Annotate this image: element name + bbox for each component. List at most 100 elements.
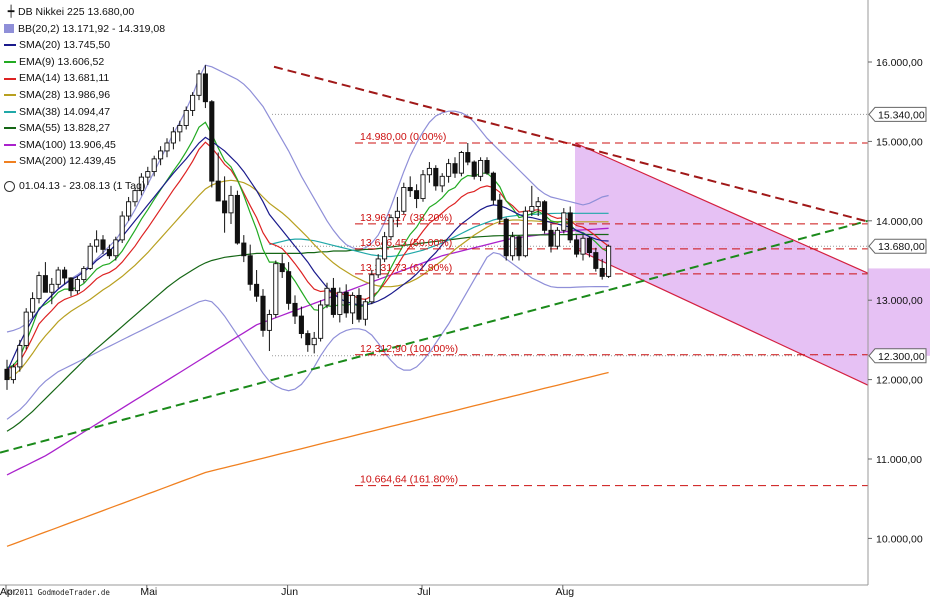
candle-body-down [298, 315, 304, 334]
sma38-line [269, 212, 609, 258]
line-swatch [4, 127, 16, 130]
candle-body-down [241, 242, 247, 257]
candle [542, 200, 548, 234]
fibonacci-level-label: 14.980,00 (0.00%) [360, 131, 446, 143]
candle-body-up [362, 301, 368, 320]
y-tick-label: 14.000,00 [876, 216, 923, 228]
candle [222, 176, 228, 233]
legend-entry: EMA(9) 13.606,52 [4, 54, 165, 71]
candle-layer [4, 65, 612, 390]
price-badge-box [868, 348, 927, 364]
candle [529, 185, 535, 217]
candle [190, 92, 196, 116]
candle-body-up [522, 210, 528, 257]
price-badge-box [868, 238, 927, 254]
candle-body-down [484, 160, 490, 174]
candle [292, 295, 298, 325]
candle [420, 169, 426, 202]
candle [158, 146, 164, 166]
candle-body-up [30, 298, 36, 313]
candle-body-down [567, 212, 573, 241]
legend-label: BB(20,2) 13.171,92 - 14.319,08 [18, 22, 166, 35]
legend-label: SMA(20) 13.745,50 [19, 39, 111, 52]
candle-body-up [266, 314, 272, 331]
ema9-line [6, 121, 609, 369]
candle-body-down [490, 172, 496, 201]
candle [81, 266, 87, 283]
candle-body-up [74, 279, 80, 292]
candle-body-down [433, 167, 439, 187]
chart-legend: ┿ DB Nikkei 225 13.680,00 BB(20,2) 13.171,… [4, 4, 165, 170]
candle [42, 262, 48, 293]
candle [548, 223, 554, 253]
candle-body-down [234, 194, 240, 244]
candle [170, 127, 176, 150]
candle [68, 277, 74, 297]
fibonacci-level-label: 13.646,45 (50.00%) [360, 237, 452, 249]
candle [574, 235, 580, 258]
line-swatch [4, 77, 16, 80]
candle [132, 187, 138, 207]
candlestick-icon: ┿ [7, 6, 15, 18]
candle-body-down [548, 229, 554, 247]
x-tick-label: Jun [281, 586, 298, 598]
candle-body-up [183, 109, 189, 126]
y-tick-label: 12.000,00 [876, 375, 923, 387]
candle-body-down [471, 161, 477, 177]
candle-body-up [49, 283, 55, 293]
candle [196, 69, 202, 101]
candle-body-up [606, 245, 612, 277]
candle [298, 306, 304, 339]
candle [254, 270, 260, 302]
candle [382, 231, 388, 263]
date-range: 01.04.13 - 23.08.13 (1 Tag) [4, 180, 145, 192]
candle [330, 277, 336, 318]
price-badges: 15.340,00 13.680,00 12.300,00 [868, 106, 927, 364]
candle-body-up [580, 237, 586, 255]
candle [567, 206, 573, 244]
candle [215, 152, 221, 202]
candle-body-down [497, 199, 503, 220]
legend-label: SMA(28) 13.986,96 [19, 88, 111, 101]
candle-body-down [356, 294, 362, 320]
candle [311, 331, 317, 354]
candle [273, 260, 279, 318]
candle [266, 309, 272, 352]
bollinger-upper-band [6, 64, 609, 333]
candle-body-down [542, 201, 548, 231]
candle-body-up [113, 239, 119, 257]
candle-body-down [407, 187, 413, 192]
price-badge-label: 12.300,00 [878, 351, 925, 363]
candle-body-down [586, 237, 592, 254]
candle-body-down [330, 287, 336, 315]
candle [247, 244, 253, 291]
legend-label: SMA(100) 13.906,45 [19, 138, 116, 151]
candle-body-up [554, 229, 560, 247]
price-badge-label: 13.680,00 [878, 241, 925, 253]
candle-body-up [151, 158, 157, 173]
candle-body-up [228, 194, 234, 214]
candle [388, 214, 394, 240]
candle-body-up [478, 160, 484, 177]
candle-body-up [439, 175, 445, 187]
candle [74, 276, 80, 294]
fibonacci-level-label: 10.664,64 (161.80%) [360, 474, 458, 486]
candle [407, 176, 413, 197]
fibonacci-layer: 14.980,00 (0.00%) 13.961,17 (38.20%) 13.64… [355, 131, 868, 487]
candle-body-down [62, 269, 68, 279]
candle [209, 100, 215, 188]
copyright-notice: © 2011 GodmodeTrader.de [6, 588, 110, 597]
candle-body-up [132, 190, 138, 203]
candle-body-up [94, 239, 100, 247]
candle-body-down [42, 275, 48, 293]
price-badge-box [868, 106, 927, 122]
candle-body-down [279, 263, 285, 273]
legend-label: EMA(14) 13.681,11 [19, 72, 110, 85]
line-swatch [4, 44, 16, 47]
candle [490, 171, 496, 205]
date-range-label: 01.04.13 - 23.08.13 (1 Tag) [19, 180, 146, 192]
candle [478, 157, 484, 182]
candle [522, 206, 528, 258]
candle [561, 208, 567, 234]
